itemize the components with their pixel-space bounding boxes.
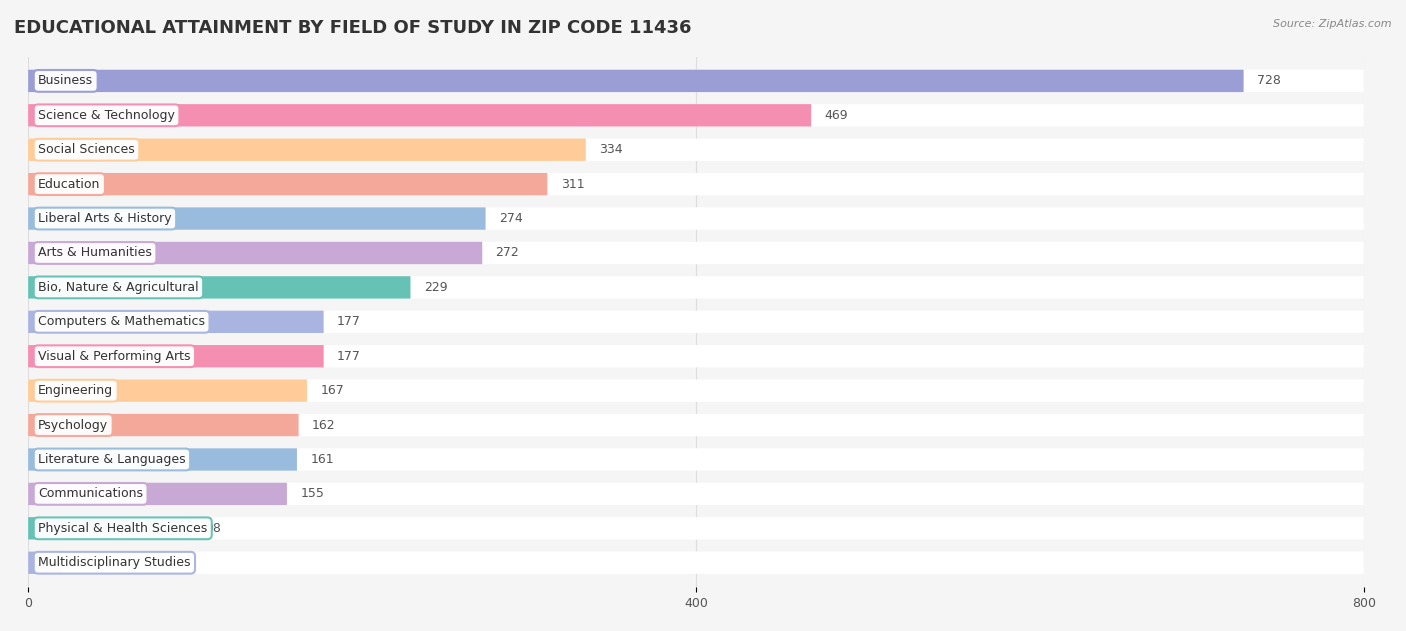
Text: 98: 98: [205, 522, 221, 535]
FancyBboxPatch shape: [28, 276, 1364, 298]
FancyBboxPatch shape: [28, 448, 1364, 471]
FancyBboxPatch shape: [28, 345, 323, 367]
FancyBboxPatch shape: [28, 208, 1364, 230]
Text: 274: 274: [499, 212, 523, 225]
Text: Science & Technology: Science & Technology: [38, 109, 174, 122]
FancyBboxPatch shape: [28, 551, 1364, 574]
FancyBboxPatch shape: [28, 104, 1364, 126]
FancyBboxPatch shape: [28, 310, 323, 333]
FancyBboxPatch shape: [28, 379, 1364, 402]
FancyBboxPatch shape: [28, 517, 1364, 540]
Text: Liberal Arts & History: Liberal Arts & History: [38, 212, 172, 225]
Text: Literature & Languages: Literature & Languages: [38, 453, 186, 466]
FancyBboxPatch shape: [28, 345, 1364, 367]
Text: 177: 177: [337, 350, 361, 363]
FancyBboxPatch shape: [28, 69, 1364, 92]
Text: Arts & Humanities: Arts & Humanities: [38, 247, 152, 259]
Text: Psychology: Psychology: [38, 418, 108, 432]
FancyBboxPatch shape: [28, 551, 62, 574]
Text: 469: 469: [824, 109, 848, 122]
FancyBboxPatch shape: [28, 379, 307, 402]
FancyBboxPatch shape: [28, 242, 482, 264]
Text: Multidisciplinary Studies: Multidisciplinary Studies: [38, 557, 191, 569]
Text: 177: 177: [337, 316, 361, 328]
Text: Physical & Health Sciences: Physical & Health Sciences: [38, 522, 208, 535]
Text: Business: Business: [38, 74, 93, 87]
Text: 229: 229: [423, 281, 447, 294]
Text: EDUCATIONAL ATTAINMENT BY FIELD OF STUDY IN ZIP CODE 11436: EDUCATIONAL ATTAINMENT BY FIELD OF STUDY…: [14, 19, 692, 37]
FancyBboxPatch shape: [28, 104, 811, 126]
Text: 161: 161: [311, 453, 333, 466]
Text: 167: 167: [321, 384, 344, 397]
FancyBboxPatch shape: [28, 414, 1364, 436]
Text: 162: 162: [312, 418, 336, 432]
Text: 311: 311: [561, 178, 585, 191]
Text: Education: Education: [38, 178, 100, 191]
FancyBboxPatch shape: [28, 173, 547, 196]
Text: Bio, Nature & Agricultural: Bio, Nature & Agricultural: [38, 281, 198, 294]
FancyBboxPatch shape: [28, 173, 1364, 196]
FancyBboxPatch shape: [28, 69, 1244, 92]
Text: Engineering: Engineering: [38, 384, 114, 397]
FancyBboxPatch shape: [28, 139, 1364, 161]
FancyBboxPatch shape: [28, 208, 485, 230]
FancyBboxPatch shape: [28, 483, 287, 505]
Text: 334: 334: [599, 143, 623, 156]
FancyBboxPatch shape: [28, 414, 298, 436]
Text: 272: 272: [496, 247, 519, 259]
Text: Social Sciences: Social Sciences: [38, 143, 135, 156]
Text: Source: ZipAtlas.com: Source: ZipAtlas.com: [1274, 19, 1392, 29]
Text: Visual & Performing Arts: Visual & Performing Arts: [38, 350, 191, 363]
FancyBboxPatch shape: [28, 483, 1364, 505]
Text: 728: 728: [1257, 74, 1281, 87]
FancyBboxPatch shape: [28, 242, 1364, 264]
Text: Communications: Communications: [38, 487, 143, 500]
Text: 20: 20: [75, 557, 91, 569]
Text: 155: 155: [301, 487, 325, 500]
Text: Computers & Mathematics: Computers & Mathematics: [38, 316, 205, 328]
FancyBboxPatch shape: [28, 276, 411, 298]
FancyBboxPatch shape: [28, 448, 297, 471]
FancyBboxPatch shape: [28, 139, 586, 161]
FancyBboxPatch shape: [28, 517, 191, 540]
FancyBboxPatch shape: [28, 310, 1364, 333]
